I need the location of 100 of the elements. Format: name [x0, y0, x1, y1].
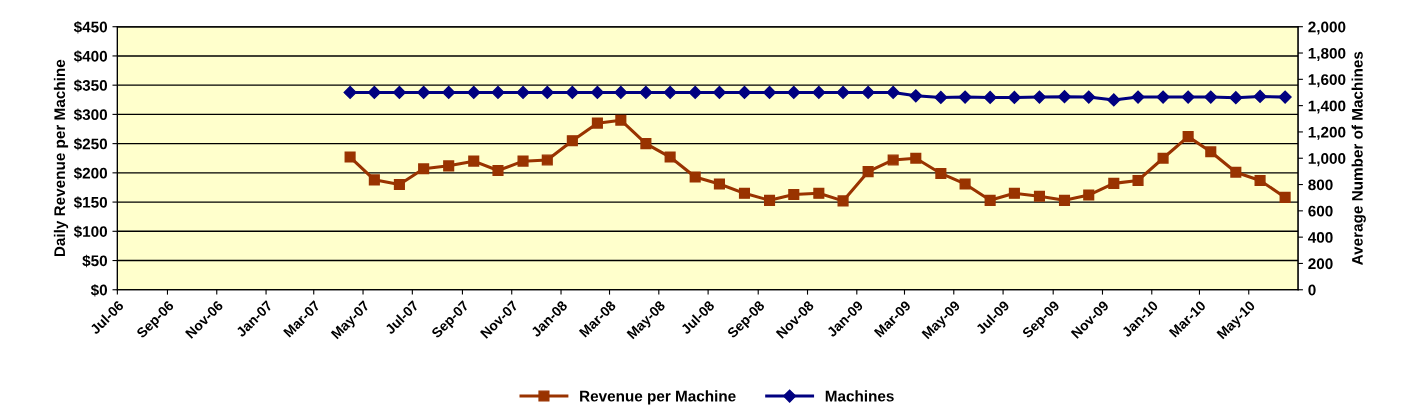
point — [983, 90, 997, 105]
point — [541, 154, 553, 166]
point — [566, 135, 578, 147]
point — [713, 178, 725, 190]
point — [1082, 90, 1096, 104]
y2-tick-label: 800 — [1308, 179, 1333, 191]
point — [837, 195, 849, 207]
point — [958, 90, 972, 104]
point — [959, 178, 971, 190]
point — [442, 85, 456, 100]
point — [516, 85, 530, 100]
point — [540, 85, 554, 100]
point — [1182, 131, 1194, 143]
point — [367, 85, 381, 100]
y-tick-label: $350 — [73, 79, 108, 92]
y-tick-label: $150 — [73, 196, 108, 209]
point — [836, 85, 850, 100]
point — [1032, 90, 1047, 104]
point — [443, 160, 455, 172]
point — [1107, 93, 1121, 107]
point — [1131, 90, 1145, 104]
point — [467, 85, 481, 100]
y2-tick-label: 1,000 — [1308, 153, 1346, 167]
point — [590, 85, 604, 100]
y2-tick-label: 600 — [1308, 205, 1333, 217]
y2-tick-label: 400 — [1308, 232, 1333, 243]
y2-tick-label: 1,800 — [1308, 47, 1346, 61]
point — [763, 194, 776, 206]
y-tick-label: $0 — [90, 283, 108, 297]
point — [492, 164, 504, 177]
point — [812, 85, 826, 100]
point — [984, 194, 996, 206]
point — [935, 167, 947, 179]
point — [591, 117, 603, 129]
point — [910, 152, 922, 164]
point — [663, 85, 677, 100]
point — [1083, 189, 1095, 201]
point — [343, 85, 357, 100]
y-tick-label: $50 — [82, 254, 108, 268]
point — [1008, 187, 1020, 199]
point — [468, 155, 480, 167]
point — [393, 178, 405, 191]
y2-tick-label: 2,000 — [1308, 21, 1346, 35]
point — [491, 85, 505, 100]
point — [615, 114, 627, 126]
point — [1230, 166, 1242, 178]
point — [1058, 194, 1071, 206]
point — [565, 85, 579, 100]
point — [1033, 190, 1046, 202]
y-tick-label: $200 — [73, 167, 108, 180]
y-tick-label: $300 — [73, 108, 108, 122]
point — [1204, 90, 1218, 104]
point — [934, 90, 948, 105]
legend-label: Machines — [825, 390, 894, 402]
point — [887, 154, 899, 166]
point — [1279, 191, 1291, 203]
point — [1057, 90, 1072, 104]
y-tick-label: $250 — [73, 137, 108, 151]
point — [909, 89, 923, 103]
y-tick-label: $100 — [73, 225, 108, 238]
point — [368, 174, 380, 186]
point — [862, 166, 874, 178]
point — [861, 85, 875, 100]
point — [344, 151, 356, 163]
point — [392, 85, 406, 100]
point — [1156, 90, 1170, 104]
point — [1253, 89, 1267, 104]
point — [886, 85, 900, 100]
point — [640, 138, 652, 150]
point — [639, 85, 653, 100]
y2-tick-label: 0 — [1308, 284, 1316, 296]
point — [418, 163, 430, 175]
y-tick-label: $400 — [73, 50, 108, 63]
point — [788, 188, 800, 201]
point — [813, 187, 825, 199]
point — [738, 187, 751, 199]
point — [417, 85, 431, 100]
y2-axis-title: Average Number of Machines — [1351, 51, 1366, 265]
point — [614, 85, 628, 100]
point — [1254, 174, 1266, 187]
point — [1205, 146, 1217, 158]
y-axis-title: Daily Revenue per Machine — [53, 59, 69, 257]
point — [517, 155, 529, 167]
point — [688, 85, 702, 100]
point — [1157, 152, 1169, 164]
y-tick-label: $450 — [73, 20, 108, 34]
point — [1108, 177, 1120, 189]
point — [1229, 91, 1243, 105]
point — [1007, 90, 1021, 105]
point — [737, 85, 752, 100]
point — [762, 85, 777, 100]
point — [689, 171, 701, 183]
point — [787, 85, 801, 100]
point — [1278, 90, 1292, 104]
y2-tick-label: 1,400 — [1308, 100, 1346, 114]
y2-tick-label: 1,200 — [1308, 126, 1346, 140]
point — [712, 85, 727, 100]
point — [1181, 90, 1195, 104]
y2-tick-label: 200 — [1308, 258, 1333, 270]
legend-label: Revenue per Machine — [580, 390, 736, 405]
